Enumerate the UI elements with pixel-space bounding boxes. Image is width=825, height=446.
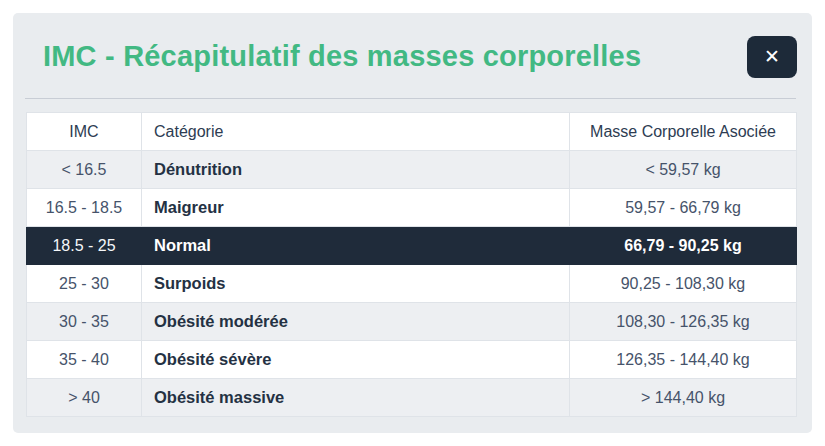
table-row: < 16.5Dénutrition< 59,57 kg <box>27 151 797 189</box>
table-row: 35 - 40Obésité sévère126,35 - 144,40 kg <box>27 341 797 379</box>
table-row: > 40Obésité massive> 144,40 kg <box>27 379 797 417</box>
table-body: < 16.5Dénutrition< 59,57 kg16.5 - 18.5Ma… <box>27 151 797 417</box>
imc-range-cell: 16.5 - 18.5 <box>27 189 142 227</box>
close-icon: ✕ <box>764 47 780 66</box>
mass-range-cell: > 144,40 kg <box>570 379 797 417</box>
category-cell: Obésité modérée <box>142 303 570 341</box>
imc-range-cell: 30 - 35 <box>27 303 142 341</box>
table-row: 25 - 30Surpoids90,25 - 108,30 kg <box>27 265 797 303</box>
mass-range-cell: 126,35 - 144,40 kg <box>570 341 797 379</box>
table-row: 30 - 35Obésité modérée108,30 - 126,35 kg <box>27 303 797 341</box>
imc-range-cell: > 40 <box>27 379 142 417</box>
category-cell: Surpoids <box>142 265 570 303</box>
mass-range-cell: < 59,57 kg <box>570 151 797 189</box>
category-cell: Obésité sévère <box>142 341 570 379</box>
category-cell: Obésité massive <box>142 379 570 417</box>
table-header-row: IMC Catégorie Masse Corporelle Asociée <box>27 113 797 151</box>
imc-range-cell: 25 - 30 <box>27 265 142 303</box>
column-header-imc: IMC <box>27 113 142 151</box>
modal-header: IMC - Récapitulatif des masses corporell… <box>13 13 812 98</box>
imc-range-cell: 18.5 - 25 <box>27 227 142 265</box>
imc-range-cell: 35 - 40 <box>27 341 142 379</box>
close-button[interactable]: ✕ <box>747 36 797 78</box>
modal-title: IMC - Récapitulatif des masses corporell… <box>43 40 641 73</box>
category-cell: Dénutrition <box>142 151 570 189</box>
category-cell: Normal <box>142 227 570 265</box>
table-row: 18.5 - 25Normal66,79 - 90,25 kg <box>27 227 797 265</box>
mass-range-cell: 90,25 - 108,30 kg <box>570 265 797 303</box>
table-header: IMC Catégorie Masse Corporelle Asociée <box>27 113 797 151</box>
mass-range-cell: 66,79 - 90,25 kg <box>570 227 797 265</box>
column-header-masse-corporelle: Masse Corporelle Asociée <box>570 113 797 151</box>
category-cell: Maigreur <box>142 189 570 227</box>
imc-range-cell: < 16.5 <box>27 151 142 189</box>
modal-body: IMC Catégorie Masse Corporelle Asociée <… <box>13 99 812 428</box>
imc-modal: IMC - Récapitulatif des masses corporell… <box>13 13 812 433</box>
column-header-categorie: Catégorie <box>142 113 570 151</box>
mass-range-cell: 59,57 - 66,79 kg <box>570 189 797 227</box>
table-row: 16.5 - 18.5Maigreur59,57 - 66,79 kg <box>27 189 797 227</box>
imc-table: IMC Catégorie Masse Corporelle Asociée <… <box>26 112 797 417</box>
mass-range-cell: 108,30 - 126,35 kg <box>570 303 797 341</box>
